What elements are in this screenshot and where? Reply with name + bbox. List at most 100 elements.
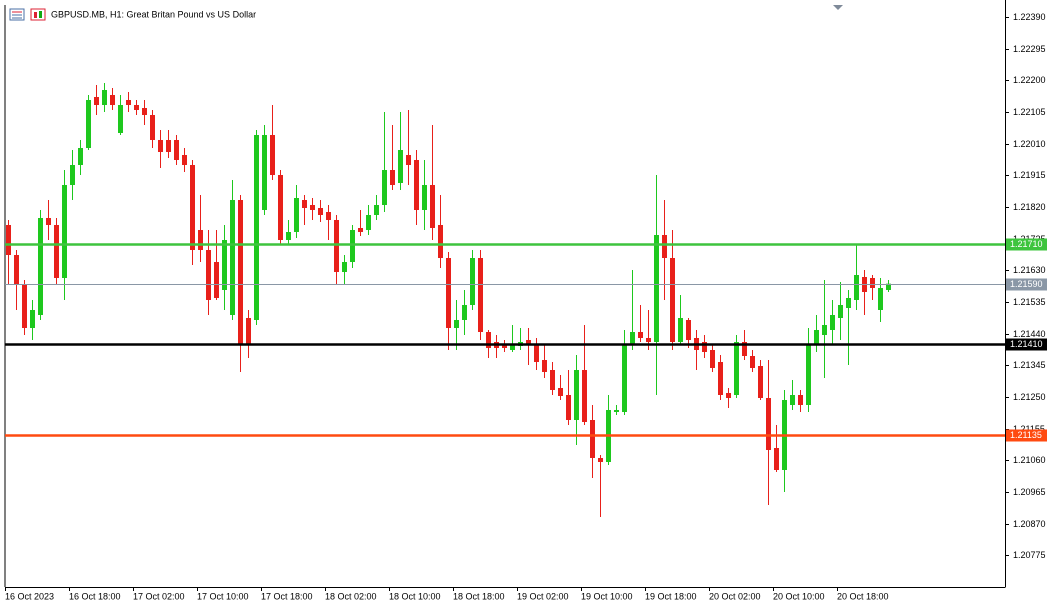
candle-body [102,90,107,105]
candle-body [326,212,331,220]
candle-body [158,140,163,152]
candle-body [846,298,851,308]
candle-body [198,230,203,250]
icon-chart [30,8,46,21]
candle-body [806,345,811,405]
icon-bar [39,11,42,18]
candle-body [46,218,51,225]
level-label: 1.21410 [1010,339,1043,349]
candle-body [150,115,155,140]
candle-body [134,105,139,110]
levels: 1.21710 1.21590 1.21410 1.21135 [5,238,1047,442]
candle-body [206,250,211,300]
candle-body [174,140,179,160]
candle-body [246,318,251,345]
candle-body [294,198,299,232]
x-tick-label: 17 Oct 02:00 [133,591,185,601]
candle-body [574,370,579,420]
y-tick-label: 1.22200 [1013,75,1046,85]
title-icons [9,8,46,21]
candle-body [438,225,443,258]
candle-body [550,370,555,390]
y-tick-label: 1.21440 [1013,329,1046,339]
x-tick-label: 17 Oct 18:00 [261,591,313,601]
candle-body [446,258,451,328]
candle-body [430,185,435,228]
candle-body [590,420,595,458]
candle-body [310,205,315,210]
candle-body [334,220,339,272]
candle-body [534,345,539,362]
candle-body [478,258,483,332]
level-label: 1.21135 [1010,430,1042,440]
candle-body [94,97,99,105]
candle-body [486,332,491,348]
candle-body [62,185,67,278]
shift-marker [833,5,843,10]
level-tag [1006,338,1047,351]
candle-body [822,325,827,335]
candle-body [142,108,147,115]
y-tick-label: 1.22390 [1013,12,1046,22]
candle-body [38,218,43,315]
candle-body [270,135,275,175]
y-tick-label: 1.21345 [1013,360,1046,370]
candle-body [646,338,651,342]
candle-body [814,330,819,345]
candle-body [86,100,91,148]
candle-body [54,225,59,278]
y-tick-label: 1.22295 [1013,44,1046,54]
candle-body [750,356,755,368]
x-tick-label: 16 Oct 2023 [5,591,54,601]
x-tick-label: 18 Oct 18:00 [453,591,505,601]
candle-body [390,170,395,185]
x-tick-label: 19 Oct 02:00 [517,591,569,601]
x-tick-label: 18 Oct 10:00 [389,591,441,601]
candle-body [774,448,779,470]
candle-body [662,235,667,258]
candle-body [214,262,219,298]
x-tick-label: 19 Oct 10:00 [581,591,633,601]
candle-body [678,318,683,342]
candle-body [766,398,771,450]
candle-body [22,285,27,328]
candle-body [526,340,531,345]
chart-title: GBPUSD.MB, H1: Great Britan Pound vs US … [51,9,256,19]
candle-body [654,235,659,342]
candle-body [710,350,715,368]
candle-body [286,232,291,240]
y-tick-label: 1.21820 [1013,202,1046,212]
level-tag [1006,429,1047,442]
candle-body [318,208,323,215]
level-tag [1006,278,1047,291]
candle-body [366,215,371,230]
candle-body [262,135,267,210]
candle-body [630,332,635,345]
candle-body [182,155,187,165]
y-tick-label: 1.21535 [1013,297,1046,307]
candle-body [702,342,707,352]
y-tick-label: 1.21630 [1013,265,1046,275]
candle-body [414,160,419,210]
candle-body [758,366,763,398]
chart-layer: 1.22390 1.22295 1.22200 1.22105 1.22010 1.219… [5,12,1047,601]
candle-body [558,388,563,396]
y-tick-label: 1.20870 [1013,519,1046,529]
candle-body [406,155,411,165]
candle-body [670,258,675,342]
candle-body [190,165,195,250]
y-tick-label: 1.20965 [1013,487,1046,497]
candle-body [358,228,363,232]
candle-body [462,305,467,320]
candle-body [854,275,859,300]
candle-body [454,320,459,328]
candle-body [14,255,19,285]
candle-body [510,344,515,350]
candle-body [302,200,307,208]
candle-body [30,310,35,328]
x-tick-label: 20 Oct 10:00 [773,591,825,601]
candle-body [222,240,227,290]
candle-body [838,305,843,318]
